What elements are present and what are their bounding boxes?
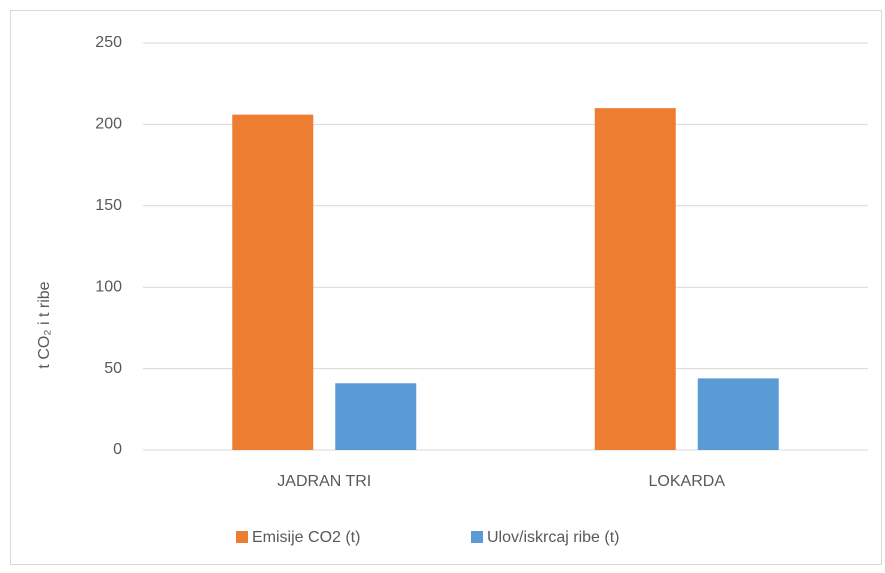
legend-swatch bbox=[236, 531, 248, 543]
legend-label: Emisije CO2 (t) bbox=[252, 529, 360, 546]
y-tick-label: 200 bbox=[95, 116, 122, 133]
legend-label: Ulov/iskrcaj ribe (t) bbox=[487, 529, 619, 546]
legend-swatch bbox=[471, 531, 483, 543]
bar bbox=[697, 378, 779, 450]
y-tick-label: 50 bbox=[104, 360, 122, 377]
y-tick-label: 0 bbox=[113, 441, 122, 458]
x-tick-label: JADRAN TRI bbox=[277, 473, 371, 490]
x-tick-label: LOKARDA bbox=[649, 473, 726, 490]
y-tick-label: 150 bbox=[95, 197, 122, 214]
bar bbox=[594, 108, 676, 451]
bar bbox=[232, 114, 314, 450]
y-tick-label: 100 bbox=[95, 278, 122, 295]
y-axis-title: t CO₂ i t ribe bbox=[36, 281, 53, 368]
y-tick-label: 250 bbox=[95, 34, 122, 51]
bar bbox=[335, 383, 417, 450]
